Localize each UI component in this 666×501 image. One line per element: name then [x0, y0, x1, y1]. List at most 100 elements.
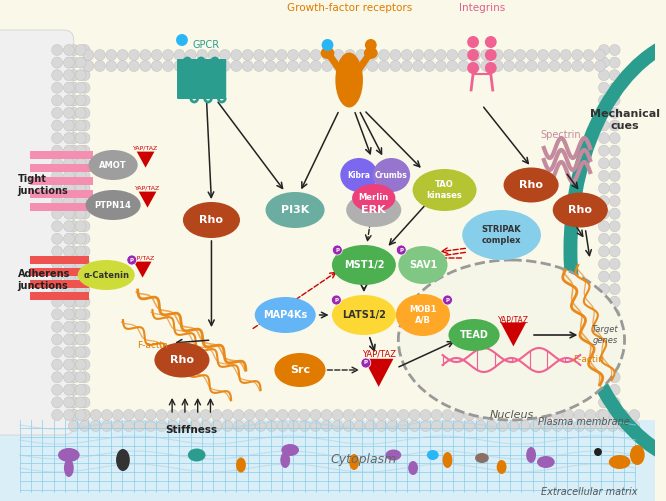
Circle shape	[95, 61, 105, 72]
Circle shape	[200, 420, 211, 431]
Circle shape	[376, 409, 387, 420]
Circle shape	[117, 50, 128, 61]
Circle shape	[52, 170, 63, 181]
Circle shape	[475, 409, 486, 420]
Circle shape	[443, 295, 452, 305]
Circle shape	[52, 347, 63, 358]
Ellipse shape	[188, 448, 206, 461]
Circle shape	[486, 420, 497, 431]
Circle shape	[79, 221, 90, 231]
Circle shape	[79, 296, 90, 307]
Circle shape	[63, 70, 74, 81]
Circle shape	[609, 45, 620, 56]
Circle shape	[332, 420, 343, 431]
Circle shape	[599, 271, 609, 282]
Circle shape	[599, 296, 609, 307]
Circle shape	[413, 50, 424, 61]
Text: Mechanical
cues: Mechanical cues	[589, 109, 659, 131]
Circle shape	[299, 420, 310, 431]
Circle shape	[69, 233, 79, 244]
Circle shape	[52, 233, 63, 244]
Circle shape	[299, 50, 310, 61]
Circle shape	[265, 50, 276, 61]
Circle shape	[599, 158, 609, 169]
Circle shape	[332, 409, 343, 420]
Circle shape	[431, 409, 442, 420]
Circle shape	[599, 246, 609, 257]
Circle shape	[189, 409, 200, 420]
Circle shape	[222, 420, 233, 431]
Text: AMOT: AMOT	[99, 160, 127, 169]
Circle shape	[492, 61, 503, 72]
Circle shape	[609, 347, 620, 358]
Circle shape	[91, 409, 101, 420]
Circle shape	[599, 372, 609, 383]
Circle shape	[52, 296, 63, 307]
Text: STRIPAK
complex: STRIPAK complex	[482, 225, 521, 244]
Text: P: P	[130, 258, 134, 263]
Text: LATS1/2: LATS1/2	[342, 310, 386, 320]
Circle shape	[69, 70, 79, 81]
Circle shape	[361, 358, 371, 368]
Polygon shape	[137, 152, 155, 168]
Circle shape	[63, 284, 74, 295]
Circle shape	[113, 420, 123, 431]
Circle shape	[52, 45, 63, 56]
Circle shape	[609, 183, 620, 194]
Circle shape	[503, 50, 514, 61]
Ellipse shape	[413, 169, 476, 211]
Circle shape	[129, 50, 139, 61]
Circle shape	[530, 420, 541, 431]
Text: MAP4Ks: MAP4Ks	[263, 310, 307, 320]
Circle shape	[288, 50, 298, 61]
Circle shape	[321, 409, 332, 420]
Circle shape	[574, 409, 585, 420]
Circle shape	[69, 120, 79, 131]
Circle shape	[447, 61, 458, 72]
Circle shape	[599, 208, 609, 219]
Circle shape	[526, 50, 537, 61]
Circle shape	[583, 50, 594, 61]
Text: Integrins: Integrins	[459, 3, 505, 13]
Ellipse shape	[320, 47, 334, 59]
Circle shape	[563, 409, 574, 420]
Circle shape	[101, 409, 112, 420]
Circle shape	[79, 208, 90, 219]
Text: P: P	[334, 298, 338, 303]
Circle shape	[356, 50, 367, 61]
Circle shape	[69, 45, 79, 56]
FancyBboxPatch shape	[198, 59, 206, 99]
Circle shape	[52, 384, 63, 395]
Circle shape	[387, 420, 398, 431]
Circle shape	[63, 120, 74, 131]
Text: YAP/TAZ: YAP/TAZ	[130, 256, 155, 261]
Circle shape	[75, 221, 86, 231]
Ellipse shape	[553, 192, 608, 227]
Circle shape	[609, 246, 620, 257]
Text: α-Catenin: α-Catenin	[83, 271, 129, 280]
Circle shape	[599, 359, 609, 370]
Circle shape	[69, 309, 79, 320]
Circle shape	[497, 420, 508, 431]
Circle shape	[310, 50, 321, 61]
Circle shape	[420, 409, 431, 420]
Circle shape	[266, 420, 277, 431]
Circle shape	[127, 255, 137, 265]
Circle shape	[75, 334, 86, 345]
Circle shape	[526, 61, 537, 72]
Circle shape	[390, 61, 401, 72]
Circle shape	[79, 120, 90, 131]
Circle shape	[75, 158, 86, 169]
Circle shape	[69, 95, 79, 106]
Circle shape	[200, 409, 211, 420]
Circle shape	[83, 61, 94, 72]
Circle shape	[196, 50, 208, 61]
Circle shape	[211, 409, 222, 420]
Circle shape	[549, 61, 560, 72]
Circle shape	[288, 409, 299, 420]
Circle shape	[52, 145, 63, 156]
Bar	[29, 177, 93, 185]
Bar	[29, 190, 93, 198]
Ellipse shape	[64, 459, 74, 477]
Circle shape	[378, 50, 390, 61]
